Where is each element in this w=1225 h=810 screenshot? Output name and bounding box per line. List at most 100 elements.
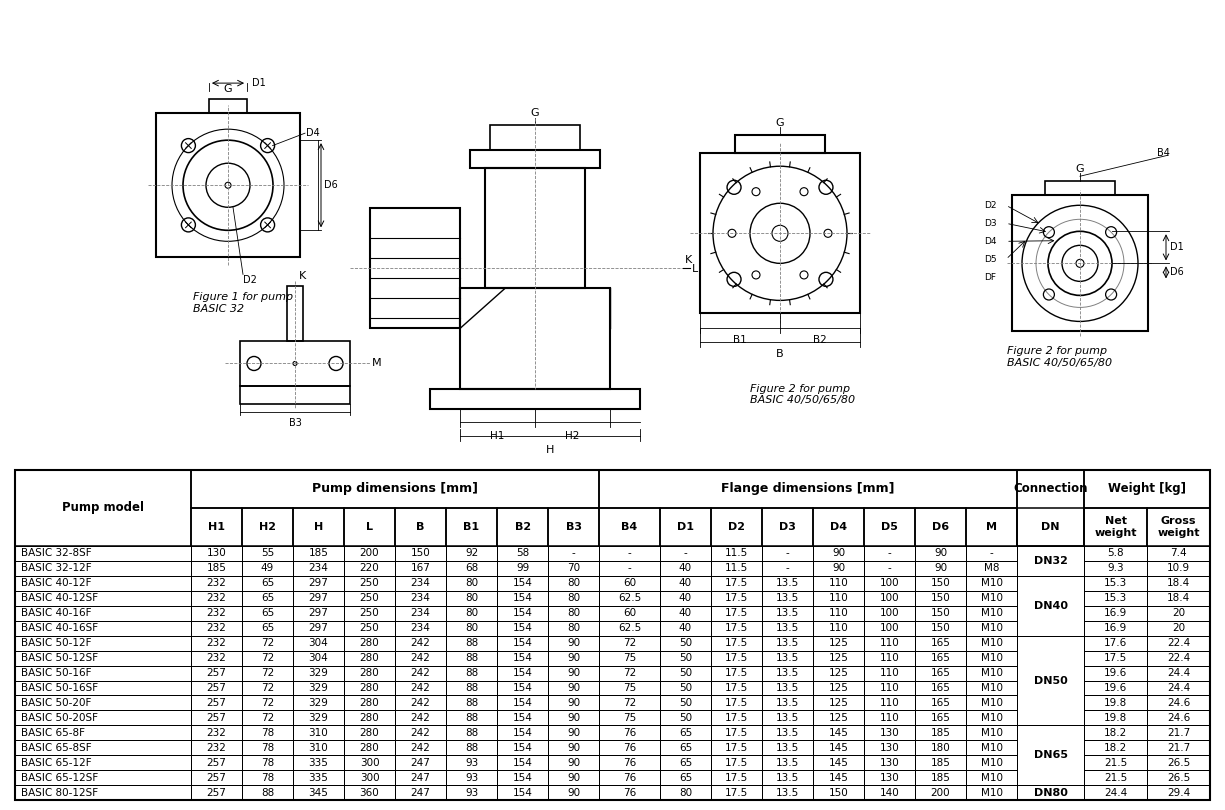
Bar bbox=[293, 786, 344, 800]
Text: Gross
weight: Gross weight bbox=[1158, 516, 1200, 538]
Text: 65: 65 bbox=[679, 728, 692, 738]
Text: 17.6: 17.6 bbox=[1104, 638, 1127, 648]
Bar bbox=[813, 606, 864, 620]
Text: G: G bbox=[530, 109, 539, 118]
Text: 110: 110 bbox=[880, 698, 899, 708]
Bar bbox=[548, 576, 599, 590]
Text: 75: 75 bbox=[622, 713, 636, 723]
Text: 140: 140 bbox=[880, 788, 899, 798]
Bar bbox=[660, 650, 710, 666]
Bar bbox=[1084, 508, 1147, 546]
Bar bbox=[660, 770, 710, 786]
Text: M10: M10 bbox=[980, 713, 1002, 723]
Text: 304: 304 bbox=[309, 638, 328, 648]
Bar bbox=[446, 770, 497, 786]
Bar bbox=[191, 561, 241, 576]
Bar bbox=[915, 726, 967, 740]
Bar bbox=[241, 786, 293, 800]
Bar bbox=[446, 546, 497, 561]
Text: 26.5: 26.5 bbox=[1167, 758, 1191, 768]
Bar bbox=[497, 696, 548, 710]
Text: D4: D4 bbox=[829, 522, 846, 532]
Text: 185: 185 bbox=[309, 548, 328, 558]
Bar bbox=[548, 740, 599, 756]
Bar bbox=[15, 620, 191, 636]
Text: 329: 329 bbox=[309, 713, 328, 723]
Bar bbox=[762, 756, 813, 770]
Text: K: K bbox=[685, 255, 692, 266]
Bar bbox=[293, 726, 344, 740]
Bar bbox=[344, 561, 394, 576]
Bar bbox=[241, 606, 293, 620]
Text: 130: 130 bbox=[880, 773, 899, 782]
Bar bbox=[344, 696, 394, 710]
Text: H2: H2 bbox=[565, 431, 579, 441]
Bar bbox=[813, 508, 864, 546]
Text: 90: 90 bbox=[567, 638, 581, 648]
Bar bbox=[762, 666, 813, 680]
Text: 165: 165 bbox=[931, 653, 951, 663]
Bar bbox=[864, 590, 915, 606]
Bar bbox=[394, 680, 446, 696]
Bar bbox=[864, 740, 915, 756]
Bar bbox=[446, 606, 497, 620]
Text: 125: 125 bbox=[828, 668, 849, 678]
Text: 80: 80 bbox=[466, 608, 478, 618]
Bar bbox=[344, 606, 394, 620]
Text: Connection: Connection bbox=[1013, 482, 1088, 495]
Text: BASIC 65-8SF: BASIC 65-8SF bbox=[21, 743, 92, 752]
Text: 76: 76 bbox=[622, 728, 636, 738]
Text: 150: 150 bbox=[931, 623, 951, 633]
Text: 232: 232 bbox=[207, 653, 227, 663]
Bar bbox=[710, 756, 762, 770]
Text: 65: 65 bbox=[261, 578, 274, 588]
Bar bbox=[967, 710, 1017, 726]
Text: 280: 280 bbox=[360, 743, 380, 752]
Bar bbox=[293, 756, 344, 770]
Text: 165: 165 bbox=[931, 638, 951, 648]
Text: 154: 154 bbox=[512, 668, 533, 678]
Bar bbox=[497, 786, 548, 800]
Bar bbox=[241, 740, 293, 756]
Text: 242: 242 bbox=[410, 653, 430, 663]
Bar bbox=[394, 756, 446, 770]
Text: 257: 257 bbox=[207, 683, 227, 693]
Text: 80: 80 bbox=[567, 578, 581, 588]
Text: D2: D2 bbox=[243, 275, 257, 285]
Text: 88: 88 bbox=[466, 653, 478, 663]
Bar bbox=[394, 650, 446, 666]
Text: Flange dimensions [mm]: Flange dimensions [mm] bbox=[722, 482, 895, 495]
Bar bbox=[191, 546, 241, 561]
Bar bbox=[915, 636, 967, 650]
Bar bbox=[446, 696, 497, 710]
Bar bbox=[864, 620, 915, 636]
Text: 22.4: 22.4 bbox=[1167, 638, 1191, 648]
Bar bbox=[446, 740, 497, 756]
Text: 90: 90 bbox=[567, 728, 581, 738]
Text: 99: 99 bbox=[516, 563, 529, 573]
Text: 257: 257 bbox=[207, 713, 227, 723]
Text: Pump model: Pump model bbox=[61, 501, 143, 514]
Text: M10: M10 bbox=[980, 578, 1002, 588]
Text: B1: B1 bbox=[733, 335, 747, 345]
Text: 280: 280 bbox=[360, 698, 380, 708]
Bar bbox=[710, 546, 762, 561]
Bar bbox=[967, 546, 1017, 561]
Bar bbox=[1084, 650, 1147, 666]
Text: 154: 154 bbox=[512, 683, 533, 693]
Bar bbox=[15, 710, 191, 726]
Text: 17.5: 17.5 bbox=[725, 653, 748, 663]
Bar bbox=[864, 696, 915, 710]
Text: L: L bbox=[366, 522, 372, 532]
Text: 13.5: 13.5 bbox=[775, 698, 799, 708]
Bar bbox=[599, 696, 660, 710]
Text: D3: D3 bbox=[779, 522, 796, 532]
Bar bbox=[293, 508, 344, 546]
Text: 154: 154 bbox=[512, 593, 533, 603]
Bar bbox=[710, 576, 762, 590]
Bar bbox=[293, 561, 344, 576]
Bar bbox=[1147, 561, 1210, 576]
Text: 130: 130 bbox=[207, 548, 227, 558]
Bar bbox=[15, 470, 191, 546]
Bar bbox=[446, 650, 497, 666]
